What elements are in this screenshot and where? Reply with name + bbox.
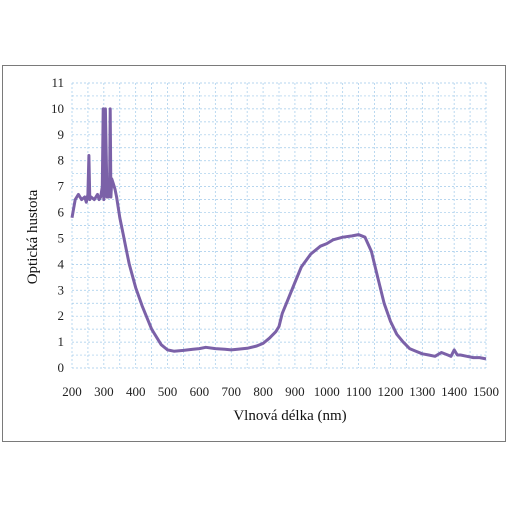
x-tick-label: 900 — [285, 384, 305, 399]
x-tick-labels: 200 300 400 500 600 700 800 900 1000 1100 1200 1300… — [62, 384, 499, 399]
x-tick-label: 300 — [94, 384, 114, 399]
y-tick-label: 3 — [58, 282, 65, 297]
x-tick-label: 1200 — [377, 384, 403, 399]
x-tick-label: 1100 — [346, 384, 372, 399]
x-tick-label: 1300 — [409, 384, 435, 399]
x-tick-label: 1000 — [314, 384, 340, 399]
y-tick-label: 0 — [58, 360, 65, 375]
x-tick-label: 400 — [126, 384, 146, 399]
y-tick-label: 5 — [58, 230, 65, 245]
y-tick-label: 8 — [58, 153, 65, 168]
y-tick-label: 2 — [58, 308, 65, 323]
y-tick-label: 10 — [51, 101, 64, 116]
x-tick-label: 800 — [253, 384, 273, 399]
y-tick-label: 4 — [58, 256, 65, 271]
x-tick-label: 200 — [62, 384, 82, 399]
y-tick-label: 11 — [51, 75, 64, 90]
x-tick-label: 700 — [221, 384, 241, 399]
y-axis-title: Optická hustota — [25, 189, 41, 284]
y-tick-label: 6 — [58, 205, 65, 220]
y-tick-label: 1 — [58, 334, 65, 349]
series-line — [70, 107, 487, 361]
x-tick-label: 1400 — [441, 384, 467, 399]
x-tick-label: 500 — [158, 384, 178, 399]
y-tick-labels: 0 1 2 3 4 5 6 7 8 9 10 11 — [51, 75, 65, 375]
y-tick-label: 9 — [58, 127, 65, 142]
x-tick-label: 1500 — [473, 384, 499, 399]
y-tick-label: 7 — [58, 179, 65, 194]
x-tick-label: 600 — [190, 384, 210, 399]
x-axis-title: Vlnová délka (nm) — [233, 408, 346, 424]
